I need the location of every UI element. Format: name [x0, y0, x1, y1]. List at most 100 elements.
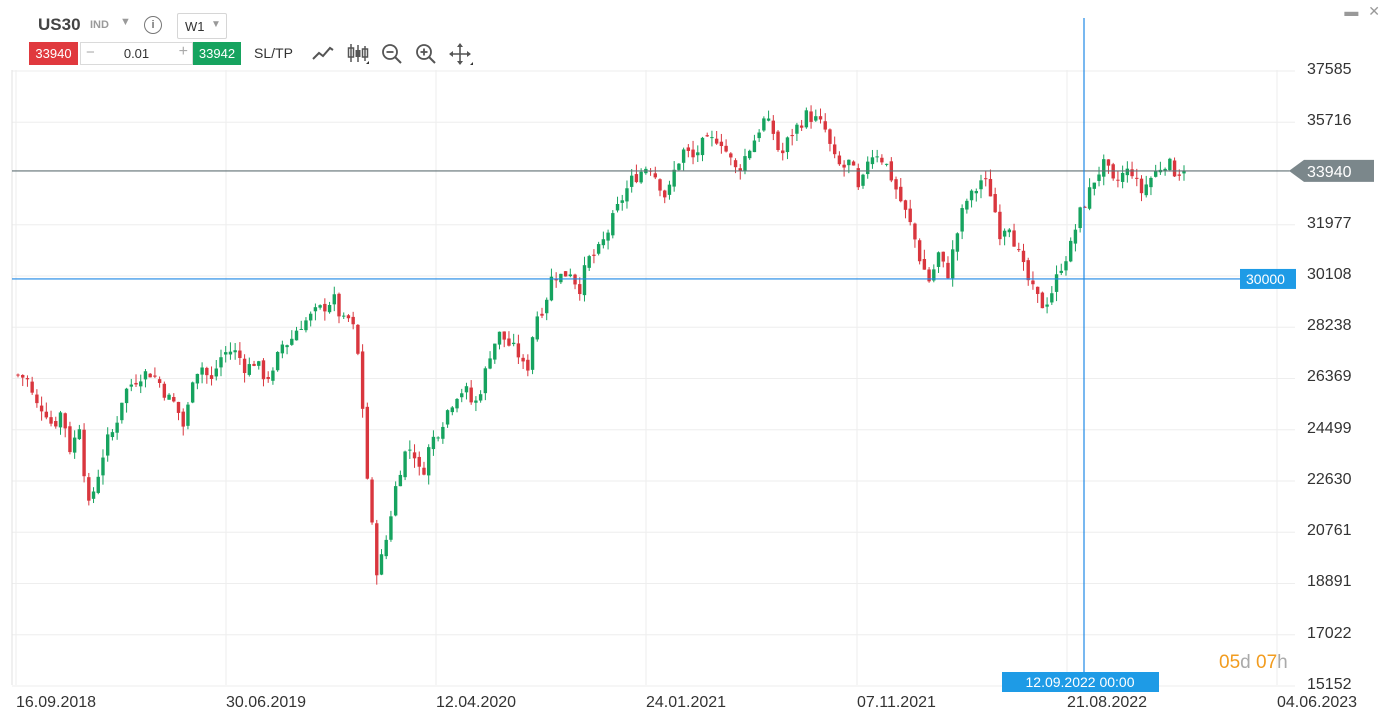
timeframe-value: W1: [185, 19, 205, 34]
candle-body: [950, 249, 955, 279]
candle-body: [1078, 207, 1082, 229]
candle-body: [733, 160, 738, 168]
quantity-input[interactable]: 0.01: [123, 46, 150, 61]
candle-body: [1054, 274, 1059, 292]
candle-body: [809, 111, 813, 122]
candle-body: [573, 274, 577, 285]
candle-body: [96, 476, 100, 493]
candle-body: [209, 375, 214, 380]
candle-body: [757, 132, 761, 139]
candle-body: [1120, 172, 1125, 182]
candle-body: [72, 437, 77, 453]
candle-body: [412, 452, 417, 459]
candle-body: [16, 374, 20, 376]
candle-body: [1097, 174, 1101, 181]
candle-body: [384, 539, 388, 557]
candle-body: [91, 491, 96, 499]
candle-body: [77, 429, 82, 440]
symbol-title[interactable]: US30: [38, 15, 81, 34]
sl-tp-button[interactable]: SL/TP: [254, 45, 293, 61]
increase-quantity-button[interactable]: +: [178, 43, 188, 60]
candle-body: [219, 357, 223, 368]
candle-body: [932, 269, 936, 281]
candle-body: [672, 169, 676, 187]
info-icon[interactable]: i: [144, 16, 162, 34]
candle-body: [294, 330, 299, 341]
candle-body: [469, 387, 473, 403]
buy-button[interactable]: 33942: [193, 42, 241, 65]
candle-body: [478, 394, 483, 401]
candle-body: [1083, 206, 1087, 208]
candle-body: [1031, 280, 1035, 285]
chart-toolbar: US30 IND ▼ i W1 ▼ 33940 − 0.01 + 33942 S…: [0, 0, 1388, 70]
line-chart-icon[interactable]: [311, 42, 335, 66]
candle-body: [1021, 250, 1026, 263]
candle-body: [257, 361, 261, 366]
candle-body: [393, 486, 398, 516]
candle-body: [167, 394, 171, 400]
candle-body: [601, 239, 606, 246]
candle-body: [299, 328, 303, 330]
candle-body: [870, 157, 875, 165]
candle-body: [285, 345, 289, 348]
candle-body: [563, 271, 568, 277]
candle-body: [719, 141, 724, 147]
candle-body: [445, 410, 450, 425]
candle-body: [181, 411, 185, 427]
candle-body: [1017, 249, 1021, 251]
minimize-icon[interactable]: ▬: [1344, 3, 1359, 19]
candle-body: [200, 367, 204, 375]
candle-body: [748, 150, 752, 159]
candle-body: [620, 200, 624, 203]
candle-body: [743, 156, 747, 171]
candle-body: [186, 404, 190, 426]
candle-body: [866, 161, 870, 175]
candle-body: [714, 138, 719, 144]
candle-body: [568, 274, 573, 277]
candle-body: [1007, 229, 1012, 233]
instrument-category[interactable]: IND: [90, 19, 109, 31]
candle-body: [1125, 168, 1130, 176]
candle-body: [483, 368, 488, 394]
candle-body: [639, 171, 643, 183]
candle-body: [946, 262, 950, 279]
candle-body: [814, 116, 818, 121]
candle-body: [984, 178, 988, 180]
decrease-quantity-button[interactable]: −: [86, 44, 95, 61]
candle-body: [323, 303, 327, 312]
candlestick-icon[interactable]: [346, 42, 370, 66]
crosshair-move-icon[interactable]: [448, 42, 473, 66]
candle-body: [1106, 159, 1111, 166]
candle-body: [417, 456, 421, 467]
candle-body: [648, 170, 653, 172]
candle-body: [823, 121, 827, 130]
candle-body: [781, 150, 785, 154]
candle-body: [1172, 160, 1177, 177]
candle-body: [290, 338, 294, 345]
sell-button[interactable]: 33940: [29, 42, 78, 65]
zoom-out-icon[interactable]: [380, 42, 404, 66]
timeframe-select[interactable]: W1 ▼: [177, 13, 227, 39]
candle-body: [554, 279, 558, 281]
candle-body: [1002, 230, 1007, 237]
candle-body: [30, 381, 34, 393]
candle-body: [799, 125, 804, 128]
candle-body: [965, 200, 969, 210]
candle-body: [431, 436, 436, 450]
candle-body: [894, 179, 898, 190]
chevron-down-icon[interactable]: ▼: [120, 16, 131, 28]
zoom-in-icon[interactable]: [414, 42, 438, 66]
candle-body: [1111, 164, 1115, 179]
candle-body: [308, 313, 313, 321]
date-tick-label: 24.01.2021: [646, 694, 727, 711]
price-tick-label: 30108: [1307, 265, 1352, 283]
close-icon[interactable]: ✕: [1368, 3, 1380, 19]
candle-body: [677, 163, 681, 170]
quantity-stepper[interactable]: − 0.01 +: [80, 42, 193, 65]
candle-body: [804, 110, 809, 128]
countdown-hours-unit: h: [1277, 652, 1288, 673]
candle-body: [68, 426, 72, 453]
candle-body: [318, 305, 322, 308]
candle-body: [1092, 182, 1097, 189]
